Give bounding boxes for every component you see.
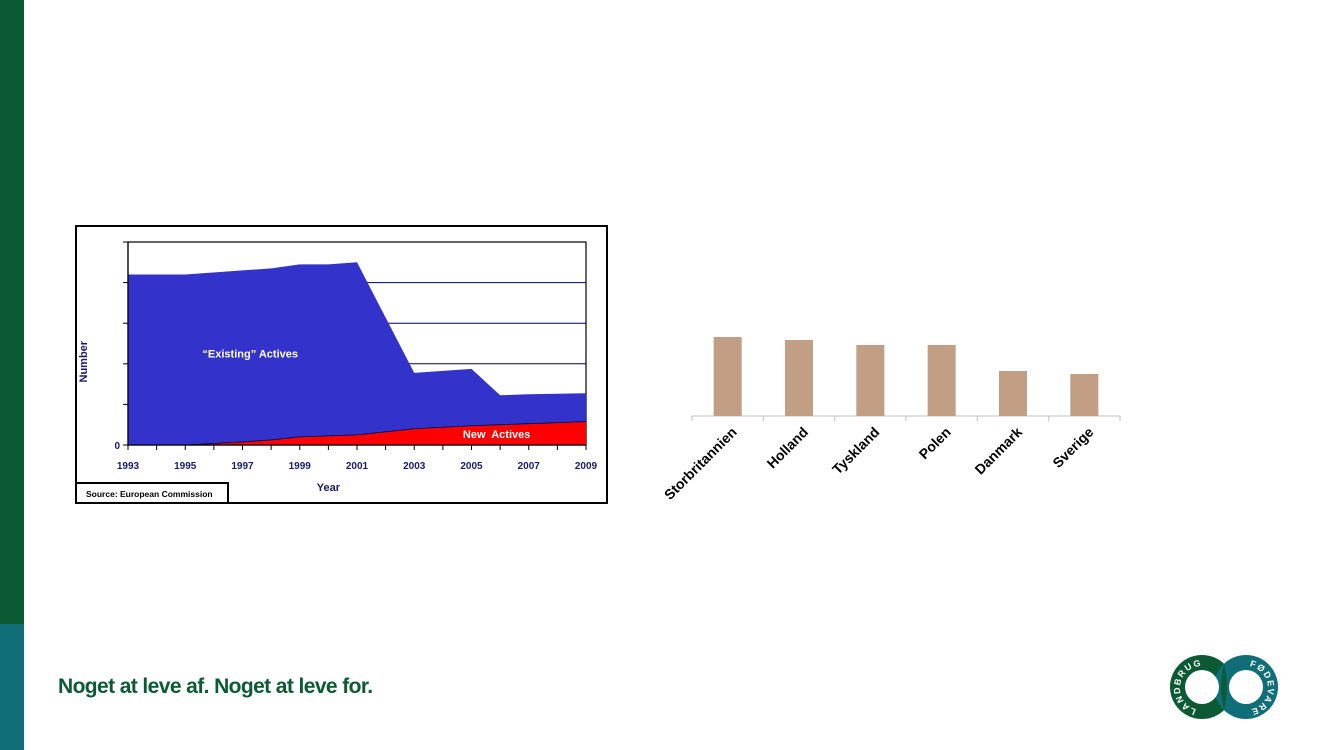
category-label: Polen — [916, 424, 954, 462]
y-tick-label: 0 — [114, 441, 120, 452]
bar-chart: Storbritannien Holland Tyskland Polen Danmar… — [640, 310, 1140, 530]
logo-svg: LANDBRUG FØDEVARER — [1164, 646, 1278, 719]
footer-tagline: Noget at leve af. Noget at leve for. — [58, 675, 373, 698]
x-tick-label: 2003 — [403, 461, 426, 472]
category-label: Tyskland — [829, 424, 882, 477]
category-label: Holland — [764, 424, 812, 472]
sidebar-teal-band — [0, 624, 24, 750]
x-axis-title: Year — [317, 482, 341, 494]
x-tick-label: 1999 — [289, 461, 312, 472]
area-new-actives — [128, 421, 586, 445]
landbrug-foedevarer-logo: LANDBRUG FØDEVARER — [1164, 646, 1280, 720]
line-new-actives — [128, 421, 587, 446]
area-chart: 1993 1995 1997 1999 2001 2003 2005 2007 2009 0 “… — [75, 225, 608, 504]
area-chart-svg: 1993 1995 1997 1999 2001 2003 2005 2007 2009 0 “… — [75, 225, 608, 504]
sidebar-green-band — [0, 0, 24, 624]
source-note: Source: European Commission — [86, 489, 213, 499]
existing-actives-label: “Existing” Actives — [202, 349, 298, 361]
logo-hole-right — [1229, 670, 1263, 704]
x-tick-label: 2009 — [575, 461, 598, 472]
x-tick-label: 2005 — [460, 461, 483, 472]
y-axis-title: Number — [78, 340, 90, 382]
bar-storbritannien — [713, 337, 742, 416]
x-tick-label: 1995 — [174, 461, 197, 472]
bar-chart-svg: Storbritannien Holland Tyskland Polen Danmar… — [661, 337, 1121, 503]
bar-tyskland — [856, 345, 885, 416]
category-label: Danmark — [971, 424, 1025, 478]
category-label: Sverige — [1049, 424, 1096, 471]
logo-overlap — [1221, 664, 1227, 710]
new-actives-label: New Actives — [463, 429, 530, 441]
logo-hole-left — [1185, 670, 1219, 704]
bar-danmark — [999, 371, 1027, 416]
bar-polen — [927, 345, 956, 416]
bar-holland — [785, 340, 813, 416]
bar-sverige — [1070, 374, 1099, 416]
x-tick-label: 1997 — [231, 461, 254, 472]
area-existing-actives — [128, 262, 586, 445]
category-label: Storbritannien — [661, 424, 740, 503]
x-tick-label: 2007 — [518, 461, 541, 472]
source-box — [75, 482, 229, 504]
x-tick-label: 1993 — [117, 461, 140, 472]
x-tick-label: 2001 — [346, 461, 369, 472]
